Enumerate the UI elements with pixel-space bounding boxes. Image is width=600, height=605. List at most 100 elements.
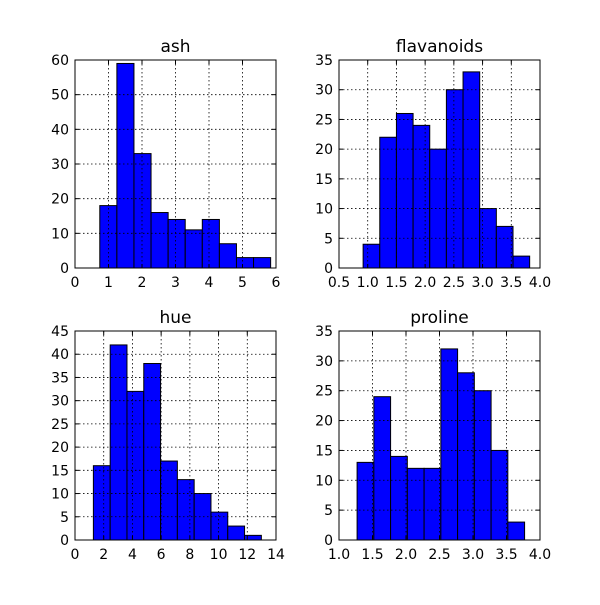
histogram-bar — [440, 348, 459, 541]
histogram-bar — [507, 521, 526, 541]
histogram-bar — [395, 112, 414, 269]
x-tick-label: 4.0 — [529, 275, 551, 291]
y-tick-label: 40 — [51, 122, 69, 138]
y-tick-label: 10 — [51, 487, 69, 503]
x-tick-label: 0 — [71, 275, 80, 291]
y-tick-label: 0 — [60, 533, 69, 549]
y-tick-label: 30 — [315, 83, 333, 99]
y-tick-label: 20 — [51, 192, 69, 208]
x-tick-label: 4 — [128, 547, 137, 563]
y-tick-label: 15 — [51, 463, 69, 479]
y-tick-label: 30 — [51, 157, 69, 173]
x-tick-label: 2.5 — [443, 275, 465, 291]
axes-frame — [338, 59, 541, 269]
subplot-title: flavanoids — [396, 37, 483, 57]
x-tick-label: 1.5 — [361, 547, 383, 563]
histogram-bar — [379, 136, 397, 269]
x-tick-label: 3 — [171, 275, 180, 291]
x-tick-label: 2.5 — [428, 547, 450, 563]
x-tick-label: 0 — [71, 547, 80, 563]
subplot-title: hue — [159, 308, 191, 328]
y-tick-label: 60 — [51, 53, 69, 69]
y-tick-label: 0 — [324, 261, 333, 277]
histogram-bar — [390, 455, 408, 541]
histogram-bar — [362, 243, 381, 269]
y-tick-label: 5 — [60, 510, 69, 526]
y-tick-label: 35 — [315, 53, 333, 69]
x-tick-label: 3.0 — [462, 547, 484, 563]
histogram-bar — [150, 212, 169, 269]
histogram-bar — [373, 396, 392, 541]
y-tick-label: 25 — [315, 384, 333, 400]
x-tick-label: 12 — [238, 547, 256, 563]
histogram-bar — [218, 243, 237, 269]
subplot-hue: 0 2 4 6 8 10 12 14 0 5 10 15 20 25 30 35 40 45 hue — [51, 308, 285, 563]
histogram-bar — [406, 467, 425, 541]
y-tick-label: 30 — [51, 394, 69, 410]
histogram-bar — [457, 372, 475, 541]
subplot-proline: 1.0 1.5 2.0 2.5 3.0 3.5 4.0 0 5 10 15 20 25 30 35 proli… — [315, 308, 551, 563]
subplot-flavanoids: 0.5 1.0 1.5 2.0 2.5 3.0 3.5 4.0 0 5 10 15 20 25 30 35 fl… — [315, 37, 551, 291]
histogram-bar — [495, 225, 514, 269]
x-tick-label: 10 — [210, 547, 228, 563]
histogram-bar — [490, 449, 509, 541]
y-tick-label: 5 — [324, 231, 333, 247]
histogram-bar — [92, 465, 111, 541]
y-tick-label: 0 — [324, 533, 333, 549]
y-tick-label: 10 — [315, 202, 333, 218]
histogram-bar — [176, 479, 195, 541]
y-tick-label: 40 — [51, 347, 69, 363]
x-tick-label: 2 — [138, 275, 147, 291]
x-tick-label: 4 — [205, 275, 214, 291]
histogram-bar — [356, 461, 375, 541]
histogram-bar — [160, 460, 178, 541]
x-tick-label: 2 — [99, 547, 108, 563]
y-tick-label: 35 — [51, 370, 69, 386]
subplot-title: proline — [410, 308, 469, 328]
y-tick-label: 0 — [60, 261, 69, 277]
histogram-bar — [512, 255, 531, 269]
histogram-bar — [143, 363, 162, 541]
x-tick-label: 3.0 — [471, 275, 493, 291]
y-tick-label: 45 — [51, 324, 69, 340]
histogram-bar — [445, 89, 464, 269]
x-tick-label: 8 — [185, 547, 194, 563]
subplot-title: ash — [160, 37, 190, 57]
x-tick-label: 1.0 — [357, 275, 379, 291]
histogram-bar — [473, 390, 492, 541]
x-tick-label: 6 — [272, 275, 281, 291]
histogram-bar — [235, 257, 255, 269]
y-tick-label: 20 — [315, 414, 333, 430]
histogram-bar — [167, 218, 186, 269]
histogram-bar — [116, 62, 135, 269]
x-tick-label: 1 — [104, 275, 113, 291]
x-tick-label: 6 — [157, 547, 166, 563]
histogram-bar — [423, 467, 442, 541]
y-tick-label: 10 — [315, 473, 333, 489]
y-tick-label: 50 — [51, 88, 69, 104]
y-tick-label: 20 — [51, 440, 69, 456]
histogram-bar — [253, 257, 272, 269]
histogram-bar — [412, 124, 431, 269]
histogram-bar — [184, 229, 203, 269]
histogram-bar — [126, 390, 145, 541]
histogram-bar — [201, 218, 220, 269]
y-tick-label: 25 — [315, 112, 333, 128]
x-tick-label: 5 — [238, 275, 247, 291]
histogram-bar — [227, 525, 246, 541]
x-tick-label: 0.5 — [328, 275, 350, 291]
y-tick-label: 10 — [51, 226, 69, 242]
axes-frame — [74, 330, 277, 541]
histogram-bar — [109, 344, 128, 541]
x-tick-label: 3.5 — [500, 275, 522, 291]
y-tick-label: 15 — [315, 172, 333, 188]
x-tick-label: 4.0 — [529, 547, 551, 563]
y-tick-label: 5 — [324, 503, 333, 519]
x-tick-label: 1.5 — [385, 275, 407, 291]
y-tick-label: 15 — [315, 443, 333, 459]
x-tick-label: 14 — [267, 547, 285, 563]
x-tick-label: 2.0 — [414, 275, 436, 291]
